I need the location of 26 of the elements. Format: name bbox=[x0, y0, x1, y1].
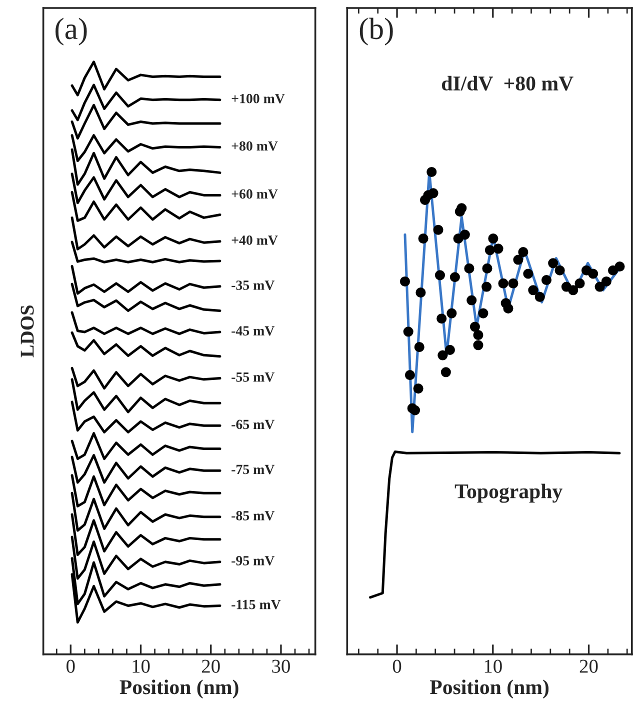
series-label: +80 mV bbox=[232, 141, 278, 151]
series-label: -85 mV bbox=[232, 510, 275, 520]
series-label: +40 mV bbox=[232, 236, 278, 245]
series-label: -55 mV bbox=[232, 372, 275, 382]
x-tick-label: 30 bbox=[272, 660, 290, 673]
x-tick-label: 0 bbox=[66, 660, 75, 673]
series-label: -75 mV bbox=[232, 464, 275, 474]
x-tick-label: 20 bbox=[580, 660, 598, 673]
series-label: -45 mV bbox=[232, 326, 275, 336]
series-label: -95 mV bbox=[232, 556, 275, 566]
y-axis-title: LDOS bbox=[20, 306, 34, 358]
x-axis-title: Position (nm) bbox=[430, 680, 549, 698]
x-tick-label: 10 bbox=[132, 660, 150, 673]
text: (a) bbox=[56, 18, 87, 46]
x-tick-label: 20 bbox=[202, 660, 220, 673]
series-label: -35 mV bbox=[232, 280, 275, 290]
annotation: Topography bbox=[454, 484, 562, 503]
text: dI/dV +80 mV bbox=[442, 76, 574, 91]
text: (b) bbox=[360, 18, 393, 46]
series-label: -65 mV bbox=[232, 420, 275, 430]
x-tick-label: 0 bbox=[392, 660, 402, 673]
series-label: +100 mV bbox=[232, 94, 285, 104]
series-label: -115 mV bbox=[232, 600, 281, 610]
series-label: +60 mV bbox=[232, 189, 278, 199]
x-tick-label: 10 bbox=[484, 660, 502, 673]
x-axis-title: Position (nm) bbox=[120, 680, 238, 698]
